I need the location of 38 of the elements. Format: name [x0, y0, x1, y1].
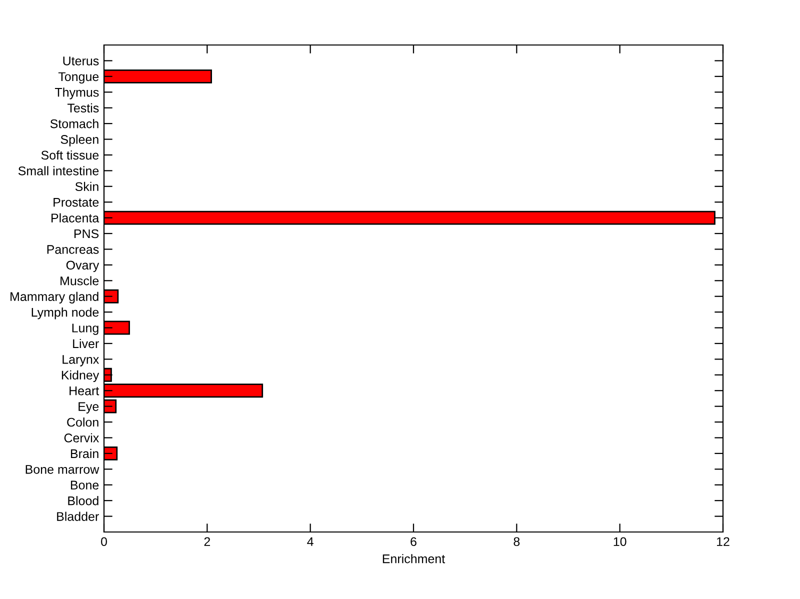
y-tick-label: PNS	[74, 229, 99, 238]
y-tick-label: Larynx	[62, 355, 100, 366]
x-tick-label: 12	[717, 537, 730, 546]
y-tick-label: Lung	[72, 324, 98, 335]
y-tick-label: Ovary	[66, 260, 100, 272]
y-tick-label: Brain	[70, 448, 98, 458]
y-tick-label: Muscle	[60, 276, 99, 286]
y-tick-label: Small intestine	[18, 166, 99, 176]
y-tick-label: Testis	[67, 103, 99, 112]
y-tick-label: Lymph node	[32, 308, 99, 320]
y-tick-label: Mammary gland	[10, 292, 98, 304]
y-tick-label: Heart	[70, 386, 100, 396]
y-tick-label: Pancreas	[47, 245, 99, 254]
y-tick-label: Tongue	[58, 72, 99, 84]
y-tick-label: Bone marrow	[26, 465, 100, 474]
y-tick-label: Stomach	[50, 119, 98, 128]
y-tick-label: Prostate	[54, 198, 99, 207]
y-tick-label: Eye	[78, 402, 99, 414]
y-tick-label: Soft tissue	[41, 150, 99, 160]
x-tick-label: 4	[307, 537, 314, 546]
y-tick-label: Blood	[68, 496, 98, 506]
x-axis-title: Enrichment	[382, 554, 446, 564]
y-tick-label: Kidney	[62, 370, 100, 382]
y-tick-label: Bladder	[57, 512, 99, 521]
x-tick-label: 2	[204, 537, 210, 546]
y-tick-label: Liver	[73, 338, 99, 348]
x-tick-label: 10	[614, 537, 626, 546]
y-tick-label: Spleen	[60, 134, 98, 146]
y-tick-label: Colon	[67, 418, 98, 427]
x-tick-label: 0	[101, 537, 107, 546]
y-tick-label: Placenta	[52, 213, 100, 222]
y-tick-label: Uterus	[63, 56, 99, 66]
y-tick-label: Thymus	[54, 88, 99, 100]
y-tick-label: Skin	[75, 182, 98, 192]
y-tick-label: Cervix	[64, 433, 100, 442]
x-tick-label: 6	[410, 537, 416, 546]
x-tick-label: 8	[514, 537, 520, 546]
y-tick-label: Bone	[70, 480, 99, 490]
